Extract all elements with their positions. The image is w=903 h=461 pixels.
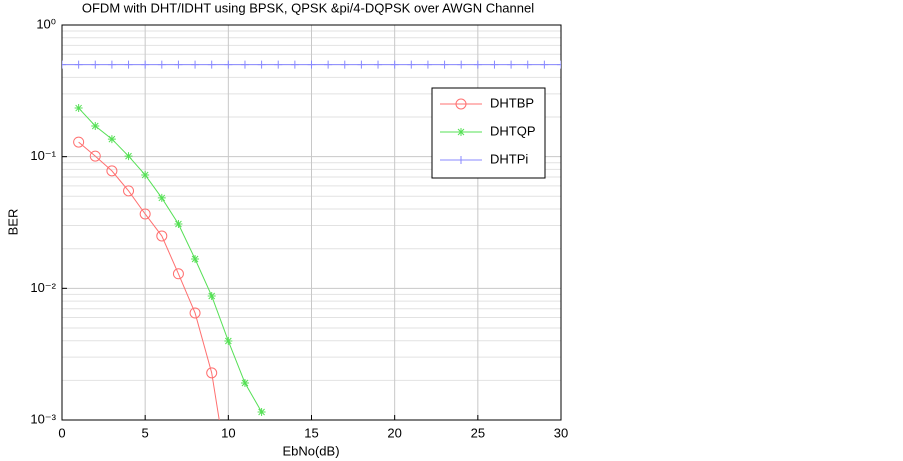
legend-label: DHTPi (490, 151, 528, 166)
marker (207, 291, 216, 300)
marker (207, 60, 216, 69)
marker (174, 220, 183, 229)
marker (357, 60, 366, 69)
legend-marker (457, 156, 465, 164)
marker (124, 152, 133, 161)
marker (74, 104, 83, 113)
x-tick-label: 15 (304, 425, 318, 440)
marker (191, 60, 200, 69)
chart-title: OFDM with DHT/IDHT using BPSK, QPSK &pi/… (82, 0, 534, 15)
y-axis-label: BER (5, 209, 20, 236)
marker (423, 60, 432, 69)
marker (206, 367, 218, 379)
marker (240, 60, 249, 69)
marker (106, 165, 118, 177)
legend-label: DHTBP (490, 95, 534, 110)
marker (91, 60, 100, 69)
marker (62, 60, 66, 69)
marker (324, 60, 333, 69)
marker (124, 60, 133, 69)
legend-marker (455, 98, 467, 110)
marker (224, 60, 233, 69)
marker (523, 60, 532, 69)
marker (107, 60, 116, 69)
x-axis-label: EbNo(dB) (282, 443, 339, 458)
x-tick-label: 10 (221, 425, 235, 440)
plot-frame (61, 24, 562, 421)
marker (440, 60, 449, 69)
x-tick-label: 25 (471, 425, 485, 440)
marker (557, 60, 561, 69)
marker (73, 136, 85, 148)
legend-box (431, 87, 546, 179)
y-tick-label: 10⁻² (30, 280, 56, 295)
marker (91, 121, 100, 130)
series-line (78, 141, 220, 420)
marker (390, 60, 399, 69)
marker (157, 193, 166, 202)
x-tick-label: 30 (554, 425, 568, 440)
marker (290, 60, 299, 69)
marker (374, 60, 383, 69)
marker (191, 255, 200, 264)
marker (257, 60, 266, 69)
y-tick-label: 10⁻¹ (30, 148, 56, 163)
marker (74, 60, 83, 69)
marker (507, 60, 516, 69)
marker (123, 185, 135, 197)
marker (189, 307, 201, 319)
marker (156, 230, 168, 242)
marker (172, 268, 184, 280)
marker (490, 60, 499, 69)
marker (107, 135, 116, 144)
y-tick-label: 10⁻³ (30, 411, 56, 426)
marker (473, 60, 482, 69)
legend-label: DHTQP (490, 123, 536, 138)
marker (141, 60, 150, 69)
legend-marker (457, 128, 465, 136)
marker (407, 60, 416, 69)
marker (89, 150, 101, 162)
marker (340, 60, 349, 69)
x-tick-label: 5 (142, 425, 149, 440)
marker (240, 378, 249, 387)
x-tick-label: 0 (58, 425, 65, 440)
marker (540, 60, 549, 69)
marker (224, 337, 233, 346)
marker (157, 60, 166, 69)
marker (307, 60, 316, 69)
plot-area (62, 60, 561, 420)
marker (274, 60, 283, 69)
marker (139, 208, 151, 220)
y-tick-label: 10⁰ (36, 16, 56, 31)
marker (257, 408, 266, 417)
x-tick-label: 20 (387, 425, 401, 440)
marker (174, 60, 183, 69)
marker (457, 60, 466, 69)
marker (141, 170, 150, 179)
